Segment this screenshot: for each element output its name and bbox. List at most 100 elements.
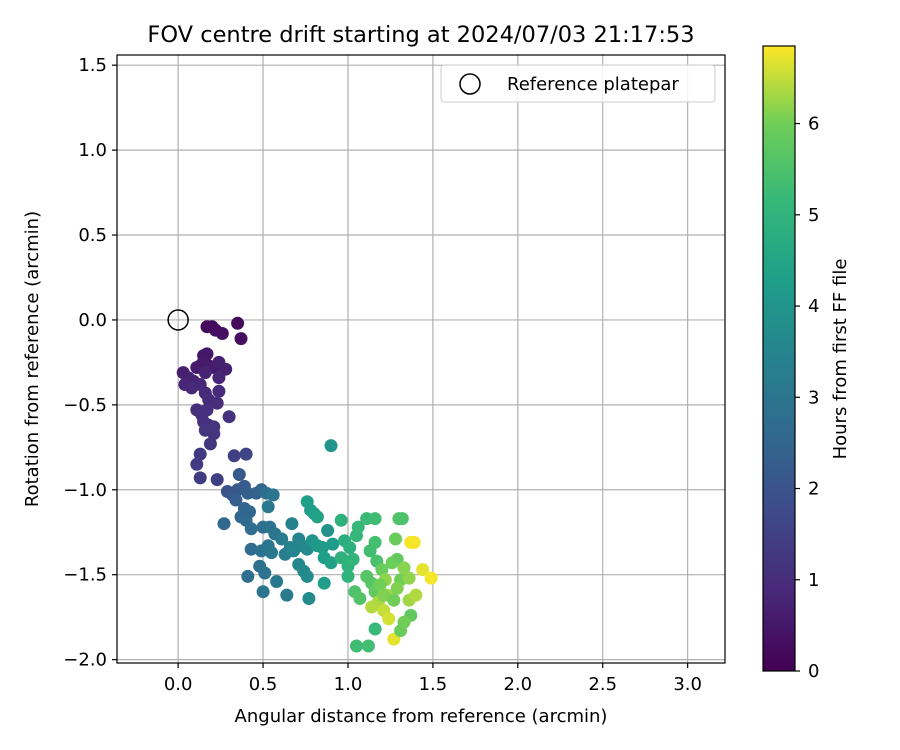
data-point — [334, 513, 348, 527]
data-point — [409, 588, 423, 602]
x-tick-label: 0.5 — [249, 674, 278, 695]
y-tick-label: −0.5 — [63, 395, 107, 416]
data-point — [285, 517, 299, 531]
data-point — [239, 447, 253, 461]
y-tick-label: −1.0 — [63, 480, 107, 501]
data-point — [350, 639, 363, 653]
data-point — [229, 493, 243, 507]
y-tick-label: −1.5 — [63, 565, 107, 586]
y-tick-label: −2.0 — [63, 650, 107, 671]
plot-frame — [116, 54, 726, 664]
data-point — [227, 449, 241, 463]
x-axis-label: Angular distance from reference (arcmin) — [235, 706, 608, 727]
data-point — [212, 384, 226, 398]
y-axis-ticks: −2.0 −1.5 −1.0 −0.5 0.0 0.5 1.0 1.5 — [63, 55, 117, 671]
data-point — [244, 522, 258, 536]
data-point — [280, 588, 294, 602]
data-point — [365, 600, 379, 614]
colorbar-tick-label: 4 — [808, 296, 819, 317]
x-tick-label: 2.5 — [588, 674, 617, 695]
y-tick-label: 0.0 — [78, 310, 107, 331]
data-point — [300, 569, 314, 583]
legend-box — [440, 64, 716, 103]
data-point — [377, 588, 391, 602]
reference-platepar-marker — [167, 309, 189, 331]
colorbar-tick-label: 6 — [808, 114, 819, 135]
data-point — [266, 488, 280, 502]
data-point — [416, 563, 430, 577]
data-point — [193, 447, 207, 461]
data-point — [360, 569, 374, 583]
legend-label: Reference platepar — [507, 74, 679, 95]
data-point — [361, 639, 375, 653]
data-point — [317, 576, 331, 590]
data-point — [324, 439, 338, 453]
data-point — [256, 585, 270, 599]
data-point — [215, 327, 229, 340]
legend: Reference platepar — [440, 64, 716, 103]
data-point — [258, 566, 272, 580]
data-point — [353, 592, 367, 605]
y-tick-label: 0.5 — [78, 225, 107, 246]
x-tick-label: 2.0 — [503, 674, 532, 695]
data-point — [244, 542, 258, 556]
colorbar-tick-label: 1 — [808, 570, 819, 591]
legend-marker-icon — [459, 73, 481, 95]
x-tick-label: 1.5 — [419, 674, 448, 695]
data-point — [231, 316, 245, 330]
data-point — [402, 571, 416, 585]
data-point — [424, 571, 438, 585]
data-point — [368, 622, 382, 636]
data-point — [302, 592, 316, 605]
data-point — [351, 520, 365, 534]
data-point — [210, 473, 224, 487]
data-point — [193, 471, 207, 485]
data-point — [368, 512, 382, 526]
data-point — [397, 561, 411, 575]
data-point — [212, 371, 226, 385]
y-tick-label: 1.0 — [78, 140, 107, 161]
data-point — [241, 569, 255, 583]
data-point — [310, 510, 324, 524]
data-point — [270, 575, 284, 588]
data-point — [382, 612, 396, 626]
data-point — [207, 427, 221, 441]
data-point — [373, 578, 387, 592]
data-point — [265, 546, 278, 560]
colorbar-label: Hours from first FF file — [830, 259, 851, 460]
colorbar — [762, 45, 796, 672]
y-axis-label: Rotation from reference (arcmin) — [22, 211, 43, 507]
x-gridlines — [177, 55, 689, 663]
x-tick-label: 0.0 — [164, 674, 193, 695]
data-point — [200, 403, 214, 417]
data-point — [389, 532, 402, 546]
data-point — [346, 552, 360, 566]
data-point — [368, 535, 382, 549]
y-tick-label: 1.5 — [78, 55, 107, 76]
data-point — [217, 517, 231, 531]
data-point — [321, 524, 335, 537]
data-point — [203, 437, 217, 451]
data-point — [210, 396, 224, 410]
data-point — [397, 615, 411, 629]
data-point — [387, 593, 401, 607]
data-point — [261, 500, 275, 514]
data-point — [390, 581, 404, 595]
data-point — [395, 512, 409, 526]
data-point — [375, 563, 389, 577]
data-point — [190, 457, 204, 471]
data-point — [200, 347, 214, 361]
colorbar-tick-label: 0 — [808, 661, 819, 682]
data-point — [198, 366, 212, 380]
data-point — [234, 332, 248, 346]
data-point — [275, 532, 289, 546]
data-point — [385, 556, 399, 570]
data-point — [222, 410, 236, 424]
colorbar-tick-label: 5 — [808, 205, 819, 226]
chart-title: FOV centre drift starting at 2024/07/03 … — [147, 22, 694, 48]
data-point — [343, 541, 357, 554]
data-point — [316, 541, 329, 554]
colorbar-tick-label: 3 — [808, 387, 819, 408]
data-point — [326, 537, 340, 551]
